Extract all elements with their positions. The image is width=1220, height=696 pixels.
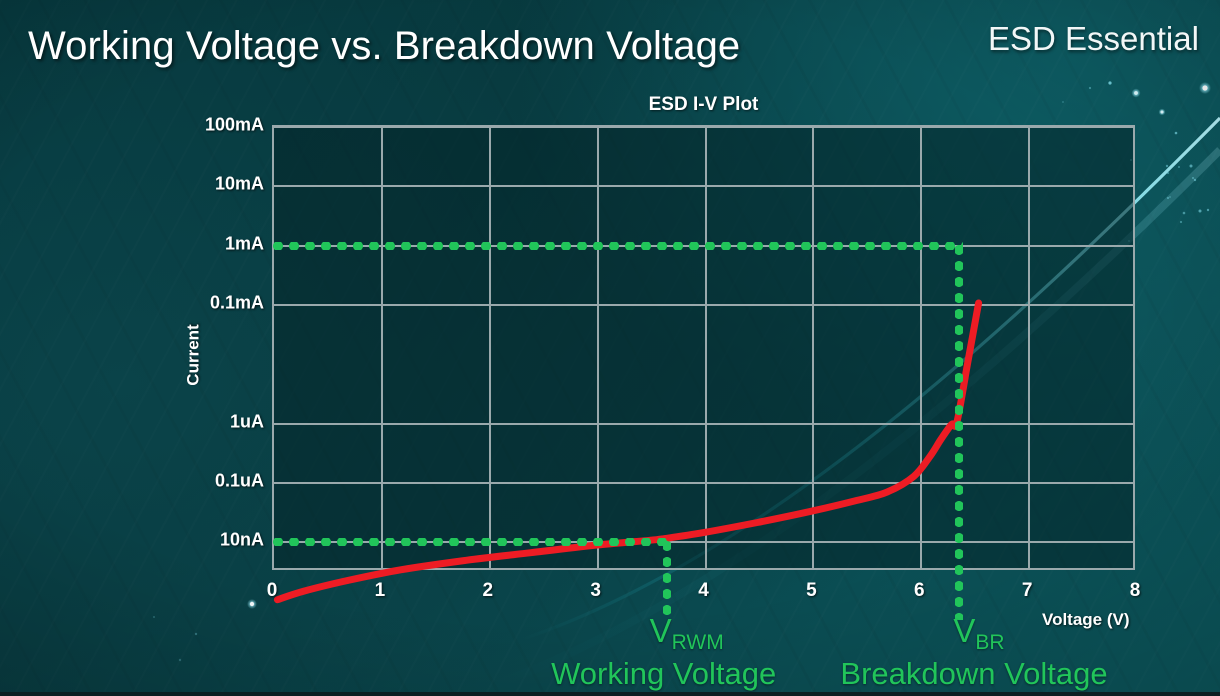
gridline-vertical bbox=[1028, 127, 1031, 568]
gridline-vertical bbox=[488, 127, 491, 568]
marker-symbol-vrwm: VRWM bbox=[649, 612, 724, 654]
marker-symbol-base: V bbox=[953, 612, 976, 649]
x-tick-label: 0 bbox=[266, 580, 278, 601]
x-tick-label: 3 bbox=[590, 580, 601, 601]
gridline-horizontal bbox=[274, 304, 1133, 306]
gridline-horizontal bbox=[274, 422, 1133, 425]
marker-symbol-base: V bbox=[649, 612, 672, 649]
marker-symbol-vbr: VBR bbox=[953, 612, 1004, 654]
y-axis-title: Current bbox=[183, 324, 203, 386]
gridline-vertical bbox=[704, 127, 707, 568]
marker-symbol-subscript: RWM bbox=[671, 631, 724, 654]
guide-line-horizontal bbox=[270, 241, 963, 250]
x-tick-label: 5 bbox=[806, 580, 817, 601]
gridline-vertical bbox=[380, 127, 383, 568]
x-tick-label: 4 bbox=[698, 580, 709, 601]
gridline-horizontal bbox=[274, 541, 1133, 544]
marker-symbol-subscript: BR bbox=[975, 631, 1005, 654]
gridline-vertical bbox=[920, 127, 923, 568]
page-title: Working Voltage vs. Breakdown Voltage bbox=[28, 24, 741, 68]
brand-label: ESD Essential bbox=[988, 20, 1199, 57]
x-tick-label: 1 bbox=[374, 580, 386, 601]
y-tick-label: 1uA bbox=[229, 411, 264, 432]
x-tick-label: 6 bbox=[913, 580, 925, 601]
chart-title: ESD I-V Plot bbox=[648, 94, 759, 115]
gridline-horizontal bbox=[274, 185, 1133, 188]
marker-line-vrwm bbox=[662, 538, 671, 620]
x-tick-label: 2 bbox=[482, 580, 494, 601]
gridline-vertical bbox=[596, 127, 599, 568]
plot-area bbox=[270, 125, 1135, 620]
x-axis-title: Voltage (V) bbox=[1042, 610, 1130, 629]
marker-caption-vrwm: Working Voltage bbox=[551, 656, 777, 691]
y-tick-label: 10mA bbox=[214, 173, 264, 194]
y-tick-label: 1mA bbox=[224, 233, 264, 254]
marker-line-vbr bbox=[955, 241, 963, 620]
y-tick-label: 0.1uA bbox=[214, 470, 264, 491]
x-tick-label: 8 bbox=[1129, 580, 1141, 601]
gridline-horizontal bbox=[274, 126, 1133, 128]
iv-curve-layer bbox=[273, 299, 983, 604]
marker-caption-vbr: Breakdown Voltage bbox=[840, 656, 1108, 691]
gridline-vertical bbox=[812, 127, 815, 568]
guide-line-horizontal bbox=[270, 538, 671, 547]
iv-curve bbox=[273, 299, 983, 604]
x-tick-label: 7 bbox=[1021, 580, 1033, 601]
y-tick-label: 100mA bbox=[204, 114, 264, 135]
y-tick-label: 0.1mA bbox=[209, 292, 264, 313]
y-tick-label: 10nA bbox=[219, 529, 264, 550]
slide-bottom-edge bbox=[0, 692, 1220, 696]
gridline-horizontal bbox=[274, 482, 1133, 484]
